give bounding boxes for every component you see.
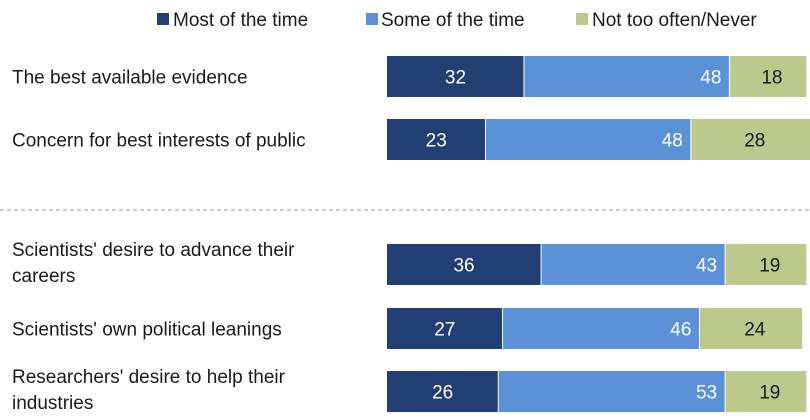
data-label: 19 — [759, 256, 780, 277]
data-label: 18 — [761, 68, 782, 89]
bar-segment — [387, 308, 503, 349]
bar-segment — [725, 244, 807, 285]
bar-segment — [725, 371, 807, 412]
legend-swatch — [366, 13, 378, 25]
data-label: 28 — [744, 131, 765, 152]
bar-segment — [387, 371, 499, 412]
category-label: careers — [12, 266, 75, 287]
category-label: Scientists' desire to advance their — [12, 240, 295, 261]
legend-label: Most of the time — [173, 10, 308, 31]
data-label: 48 — [700, 68, 721, 89]
category-label: Scientists' own political leanings — [12, 320, 282, 341]
bar-segment — [387, 244, 542, 285]
data-label: 24 — [744, 320, 766, 341]
data-label: 19 — [759, 383, 780, 404]
category-label: Concern for best interests of public — [12, 131, 306, 152]
data-label: 46 — [670, 320, 691, 341]
category-label: industries — [12, 393, 93, 414]
bar-segment — [498, 371, 726, 412]
legend-swatch — [576, 13, 588, 25]
data-label: 43 — [696, 256, 717, 277]
data-label: 48 — [662, 131, 683, 152]
data-label: 53 — [696, 383, 717, 404]
data-label: 23 — [426, 131, 447, 152]
data-label: 27 — [434, 320, 455, 341]
bar-segment — [690, 119, 810, 160]
bar-segment — [387, 119, 486, 160]
data-label: 26 — [432, 383, 453, 404]
data-label: 36 — [453, 256, 474, 277]
bar-segment — [541, 244, 726, 285]
legend-swatch — [157, 13, 169, 25]
legend-label: Not too often/Never — [592, 10, 757, 31]
bar-segment — [729, 56, 807, 97]
bar-segment — [699, 308, 803, 349]
data-label: 32 — [445, 68, 466, 89]
bar-segment — [523, 56, 730, 97]
bar-segment — [502, 308, 700, 349]
category-label: Researchers' desire to help their — [12, 367, 286, 388]
bar-segment — [485, 119, 691, 160]
category-label: The best available evidence — [12, 68, 248, 89]
legend-label: Some of the time — [381, 10, 525, 31]
bar-segment — [387, 56, 524, 97]
